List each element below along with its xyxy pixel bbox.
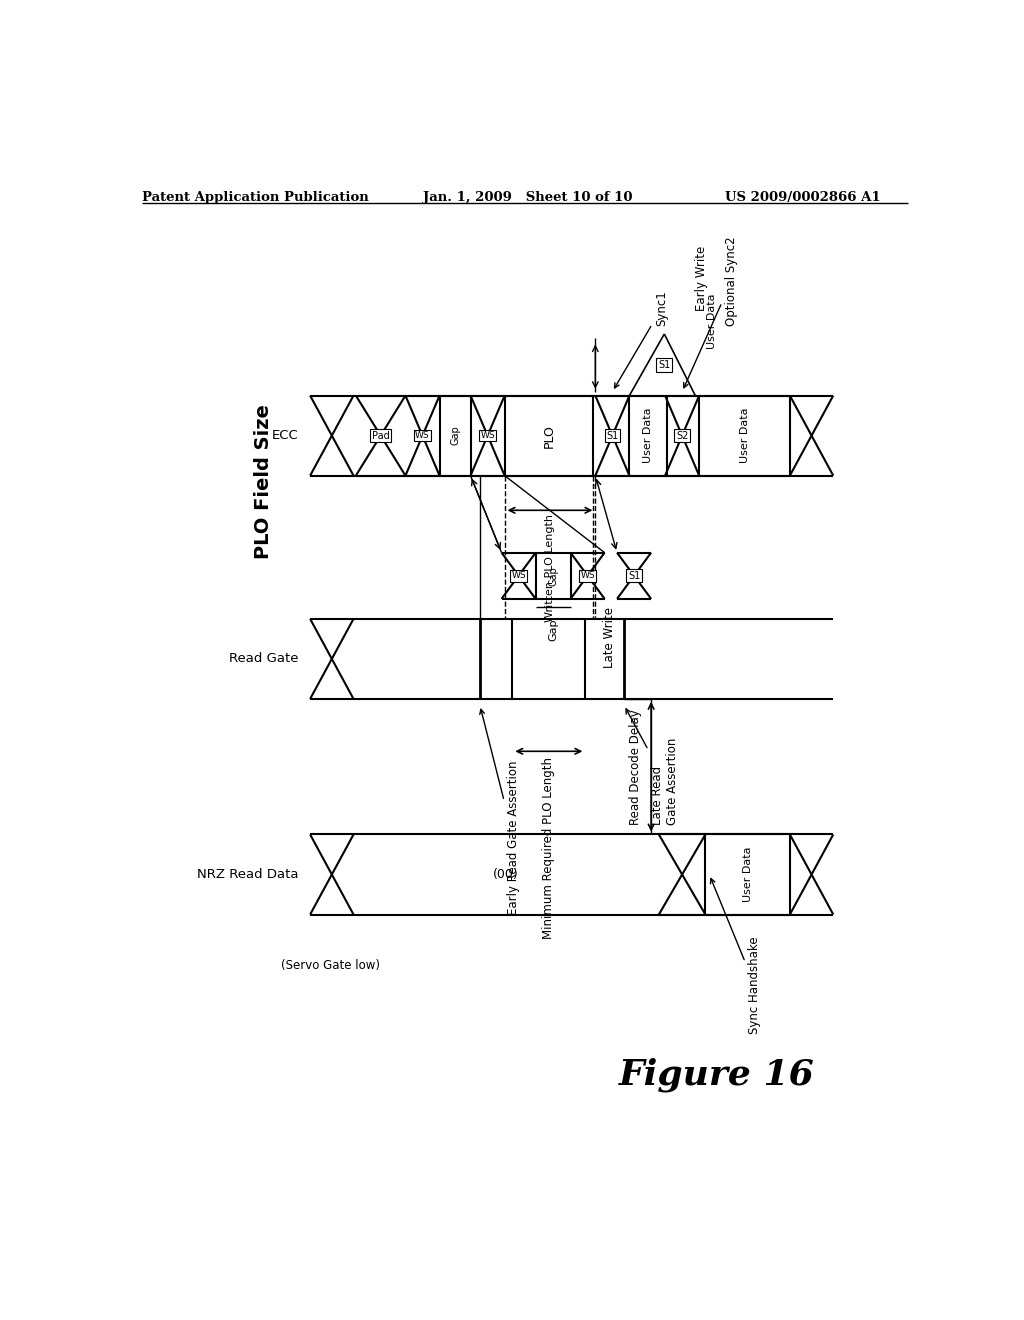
Text: Jan. 1, 2009   Sheet 10 of 10: Jan. 1, 2009 Sheet 10 of 10 [423, 191, 632, 203]
Text: Sync1: Sync1 [614, 290, 668, 388]
Text: Sync Handshake: Sync Handshake [711, 879, 761, 1034]
Text: WS: WS [511, 572, 526, 581]
Text: Figure 16: Figure 16 [620, 1057, 815, 1092]
Text: (Servo Gate low): (Servo Gate low) [282, 958, 381, 972]
Text: WS: WS [581, 572, 595, 581]
Text: S2: S2 [676, 430, 688, 441]
Text: PLO Field Size: PLO Field Size [254, 404, 273, 560]
Text: Early Write: Early Write [695, 246, 709, 312]
Text: Read Decode Delay: Read Decode Delay [629, 709, 642, 825]
Text: Optional Sync2: Optional Sync2 [684, 236, 737, 388]
Text: User Data: User Data [643, 408, 653, 463]
Text: Gap: Gap [548, 566, 558, 586]
Text: NRZ Read Data: NRZ Read Data [197, 869, 299, 880]
Text: S1: S1 [606, 430, 618, 441]
Text: WS: WS [480, 432, 495, 440]
Text: ECC: ECC [271, 429, 299, 442]
Text: Pad: Pad [372, 430, 389, 441]
Text: Late Write: Late Write [603, 607, 616, 668]
Text: Late Read
Gate Assertion: Late Read Gate Assertion [626, 709, 679, 825]
Text: Read Gate: Read Gate [229, 652, 299, 665]
Text: Gap: Gap [548, 618, 558, 640]
Text: S1: S1 [658, 360, 671, 370]
Text: Patent Application Publication: Patent Application Publication [142, 191, 369, 203]
Text: Early Read Gate Assertion: Early Read Gate Assertion [480, 709, 520, 915]
Text: PLO: PLO [543, 424, 555, 447]
Text: S1: S1 [628, 570, 640, 581]
Text: Gap: Gap [451, 426, 460, 445]
Text: User Data: User Data [707, 294, 717, 350]
Text: US 2009/0002866 A1: US 2009/0002866 A1 [725, 191, 881, 203]
Text: Minimum Required PLO Length: Minimum Required PLO Length [543, 758, 555, 940]
Text: User Data: User Data [739, 408, 750, 463]
Text: (00): (00) [494, 869, 519, 880]
Text: WS: WS [415, 432, 430, 440]
Text: User Data: User Data [742, 846, 753, 903]
Text: Written PLO Length: Written PLO Length [545, 515, 555, 622]
